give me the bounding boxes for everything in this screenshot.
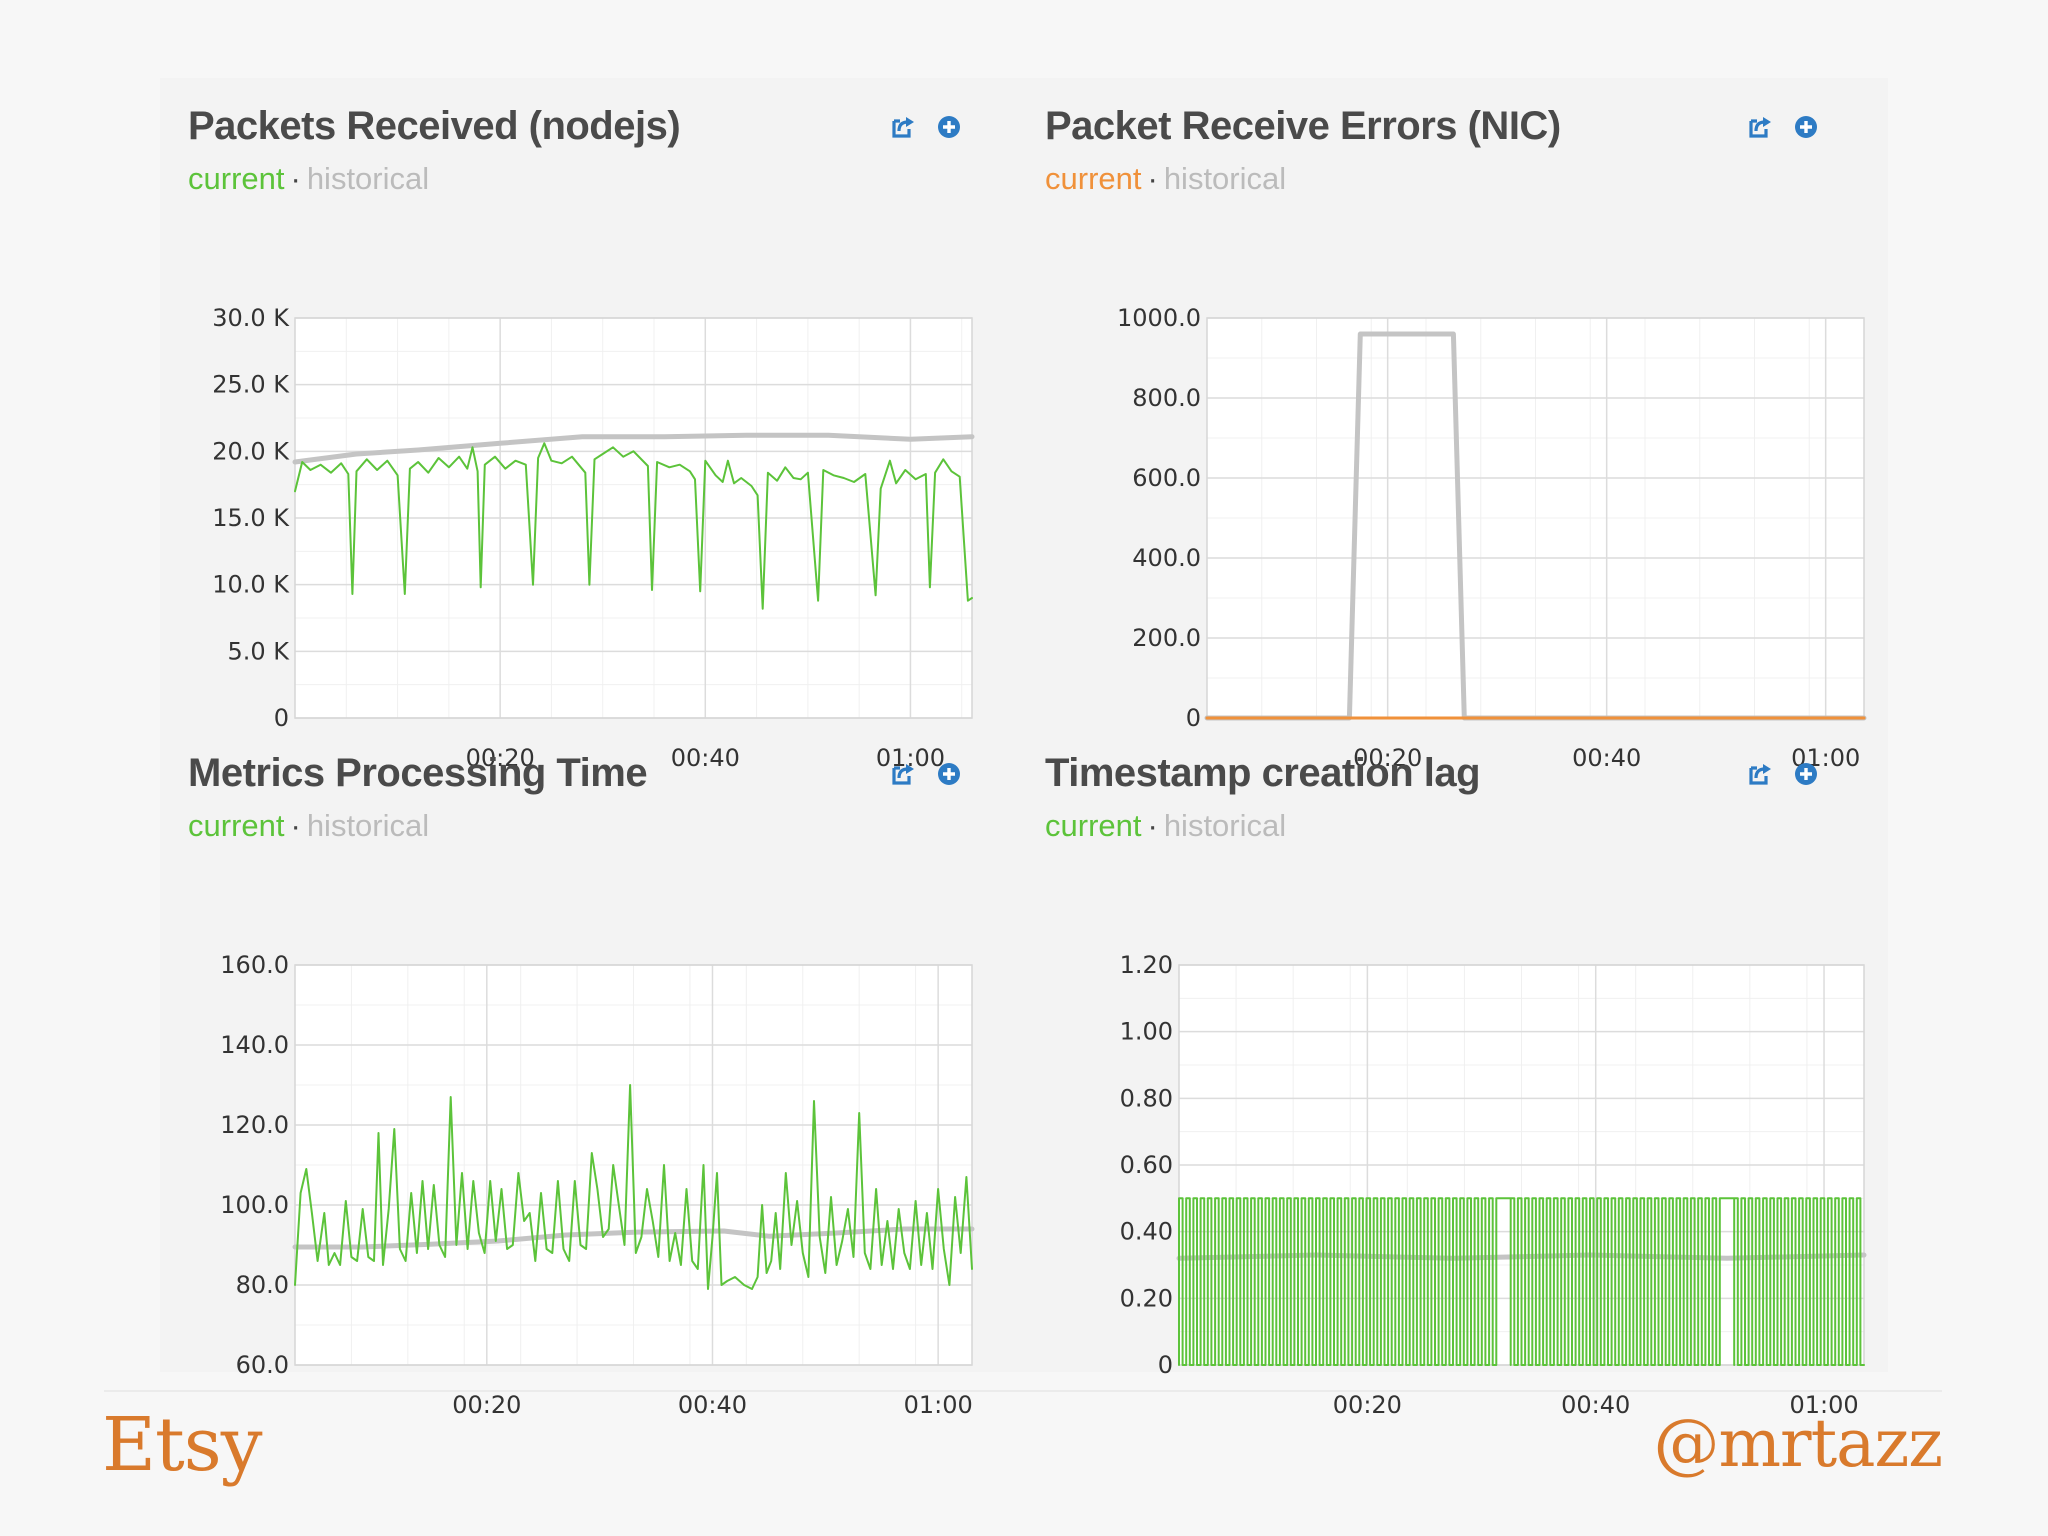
panel-legend: current · historical	[188, 808, 430, 843]
share-icon[interactable]	[888, 759, 918, 789]
legend-historical[interactable]: historical	[1163, 808, 1287, 843]
y-tick-label: 160.0	[220, 951, 289, 979]
y-tick-label: 400.0	[1132, 544, 1201, 572]
legend-current[interactable]: current	[188, 161, 285, 196]
share-icon[interactable]	[1745, 112, 1775, 142]
plus-circle-icon[interactable]	[934, 112, 964, 142]
panel-legend: current · historical	[188, 161, 430, 196]
share-icon[interactable]	[1745, 759, 1775, 789]
x-tick-label: 00:20	[1333, 1391, 1402, 1419]
y-tick-label: 200.0	[1132, 624, 1201, 652]
panel-legend: current · historical	[1045, 161, 1287, 196]
twitter-handle: @mrtazz	[1653, 1405, 1943, 1482]
series-current-line	[294, 1084, 973, 1290]
x-tick-label: 00:40	[1572, 744, 1641, 772]
y-tick-label: 10.0 K	[212, 571, 290, 599]
panel-title: Timestamp creation lag	[1045, 751, 1481, 795]
y-tick-label: 0.80	[1120, 1084, 1173, 1112]
panel-actions	[1745, 112, 1825, 148]
y-tick-label: 1000.0	[1117, 304, 1201, 332]
y-tick-label: 60.0	[236, 1351, 289, 1379]
y-tick-label: 0	[1186, 704, 1201, 732]
panel-actions	[1745, 759, 1825, 795]
series-current-line	[1178, 1197, 1865, 1366]
chart-timestamp-creation-lag: 0 0.20 0.40 0.60 0.80 1.00 1.20 00:20 00:40 01:00	[1120, 951, 1867, 1419]
series-current-line	[294, 442, 973, 610]
y-tick-label: 5.0 K	[227, 637, 290, 665]
plus-circle-icon[interactable]	[934, 759, 964, 789]
x-tick-label: 00:40	[1561, 1391, 1630, 1419]
chart-packets-received: 0 5.0 K 10.0 K 15.0 K 20.0 K 25.0 K 30.0 K 00:2…	[212, 304, 975, 772]
y-tick-label: 0.60	[1120, 1151, 1173, 1179]
legend-historical[interactable]: historical	[306, 808, 430, 843]
panel-legend: current · historical	[1045, 808, 1287, 843]
y-tick-label: 30.0 K	[212, 304, 290, 332]
legend-current[interactable]: current	[1045, 808, 1142, 843]
y-tick-label: 120.0	[220, 1111, 289, 1139]
series-historical-line	[292, 432, 975, 465]
footer-divider	[104, 1390, 1942, 1392]
panel-packets-received: Packets Received (nodejs) current · histor…	[160, 78, 1020, 772]
y-tick-label: 20.0 K	[212, 437, 290, 465]
y-tick-label: 1.00	[1120, 1018, 1173, 1046]
x-tick-label: 00:40	[671, 744, 740, 772]
panel-timestamp-creation-lag: Timestamp creation lag current · historica…	[1017, 725, 1877, 1419]
brand-logo: Etsy	[102, 1402, 263, 1488]
panel-title: Packet Receive Errors (NIC)	[1045, 104, 1561, 148]
x-tick-label: 01:00	[1789, 1391, 1858, 1419]
legend-historical[interactable]: historical	[306, 161, 430, 196]
x-tick-label: 00:20	[452, 1391, 521, 1419]
y-tick-label: 600.0	[1132, 464, 1201, 492]
legend-current[interactable]: current	[1045, 161, 1142, 196]
x-tick-label: 01:00	[904, 1391, 973, 1419]
y-tick-label: 800.0	[1132, 384, 1201, 412]
x-tick-label: 00:40	[678, 1391, 747, 1419]
y-tick-label: 140.0	[220, 1031, 289, 1059]
panel-actions	[888, 112, 968, 148]
panel-title: Packets Received (nodejs)	[188, 104, 681, 148]
share-icon[interactable]	[888, 112, 918, 142]
panel-metrics-processing-time: Metrics Processing Time current · historic…	[160, 725, 1020, 1419]
panel-title: Metrics Processing Time	[188, 751, 648, 795]
chart-metrics-processing-time: 60.0 80.0 100.0 120.0 140.0 160.0 00:20 00:40 01…	[220, 951, 975, 1419]
plot-frame	[294, 964, 973, 1366]
plot-frame	[294, 317, 973, 719]
y-tick-label: 80.0	[236, 1271, 289, 1299]
x-tick-label: 00:20	[1353, 744, 1422, 772]
panel-actions	[888, 759, 968, 795]
y-tick-label: 0	[1158, 1351, 1173, 1379]
dashboard: Packets Received (nodejs) current · histor…	[160, 78, 1888, 1419]
x-tick-label: 00:20	[466, 744, 535, 772]
plus-circle-icon[interactable]	[1791, 112, 1821, 142]
legend-current[interactable]: current	[188, 808, 285, 843]
plus-circle-icon[interactable]	[1791, 759, 1821, 789]
y-tick-label: 0.40	[1120, 1218, 1173, 1246]
legend-historical[interactable]: historical	[1163, 161, 1287, 196]
y-tick-label: 0.20	[1120, 1284, 1173, 1312]
y-tick-label: 0	[274, 704, 289, 732]
y-tick-label: 25.0 K	[212, 371, 290, 399]
panel-packet-receive-errors: Packet Receive Errors (NIC) current · hist…	[1017, 78, 1877, 772]
y-tick-label: 1.20	[1120, 951, 1173, 979]
y-tick-label: 15.0 K	[212, 504, 290, 532]
y-tick-label: 100.0	[220, 1191, 289, 1219]
